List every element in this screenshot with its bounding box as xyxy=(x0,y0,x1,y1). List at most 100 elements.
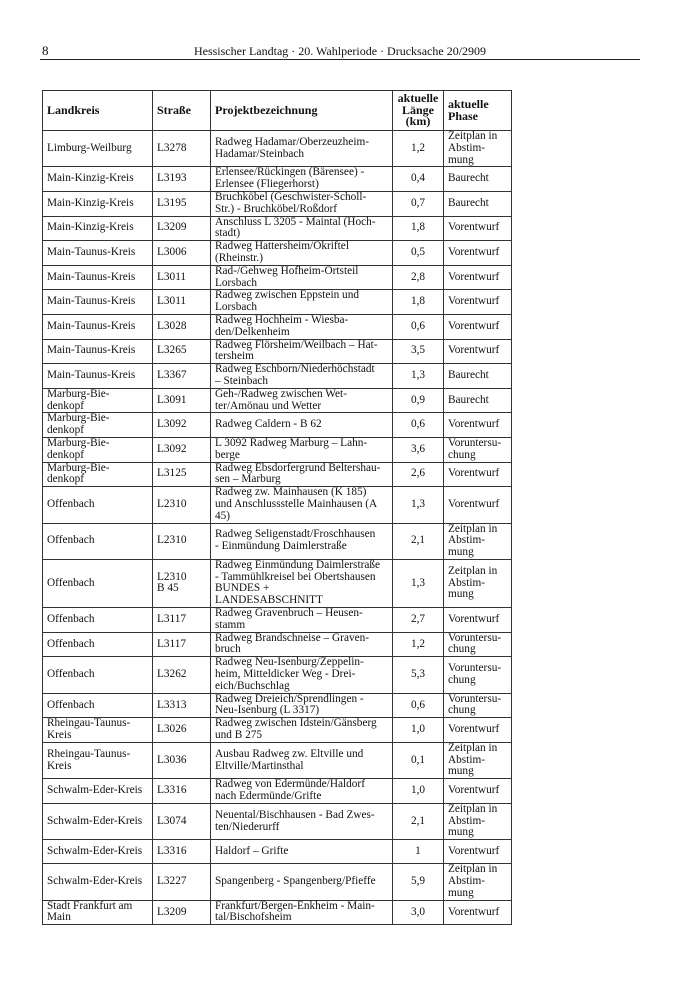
table-cell: Schwalm-Eder-Kreis xyxy=(42,778,153,804)
table-cell: Voruntersu- chung xyxy=(443,692,512,719)
table-cell: Offenbach xyxy=(42,607,153,633)
table-cell: Radweg Ebsdorfergrund Beltershau- sen – … xyxy=(210,461,393,488)
table-row: Marburg-Bie- denkopf L3092 L 3092 Radweg M… xyxy=(42,436,512,463)
table-cell: Main-Kinzig-Kreis xyxy=(42,166,153,192)
column-header: aktuelle Phase xyxy=(443,90,512,131)
table-cell: 5,3 xyxy=(392,656,444,694)
table-cell: Vorentwurf xyxy=(443,215,512,242)
table-cell: L3265 xyxy=(152,338,211,365)
table-cell: Bruchköbel (Geschwister-Scholl- Str.) - … xyxy=(210,190,393,217)
table-row: Limburg-Weilburg L3278 Radweg Hadamar/Ober… xyxy=(42,129,512,168)
table-cell: 2,1 xyxy=(392,802,444,841)
table-cell: Zeitplan in Abstim- mung xyxy=(443,129,512,168)
table-cell: Radweg Neu-Isenburg/Zeppelin- heim, Mitt… xyxy=(210,656,393,694)
table-cell: 2,7 xyxy=(392,607,444,633)
table-cell: L3262 xyxy=(152,656,211,694)
table-cell: 3,5 xyxy=(392,338,444,365)
table-cell: Neuental/Bischhausen - Bad Zwes- ten/Nie… xyxy=(210,802,393,841)
table-row: Rheingau-Taunus- Kreis L3036 Ausbau Radweg… xyxy=(42,741,512,780)
table-cell: Vorentwurf xyxy=(443,486,512,524)
table-row: Stadt Frankfurt am Main L3209 Frankfurt/Be… xyxy=(42,899,512,926)
table-cell: 0,9 xyxy=(392,387,444,414)
table-cell: L3316 xyxy=(152,778,211,804)
table-cell: Vorentwurf xyxy=(443,717,512,743)
column-header: Projektbezeichnung xyxy=(210,90,393,131)
table-row: Offenbach L2310 Radweg Seligenstadt/Frosch… xyxy=(42,522,512,560)
table-cell: Radweg Gravenbruch – Heusen- stamm xyxy=(210,607,393,633)
table-cell: L3092 xyxy=(152,412,211,438)
table-cell: L3026 xyxy=(152,717,211,743)
table-cell: Frankfurt/Bergen-Enkheim - Main- tal/Bis… xyxy=(210,899,393,926)
table-cell: 0,6 xyxy=(392,692,444,719)
table-row: Schwalm-Eder-Kreis L3316 Radweg von Edermü… xyxy=(42,778,512,804)
table-row: Main-Taunus-Kreis L3367 Radweg Eschborn/Ni… xyxy=(42,363,512,389)
table-cell: Main-Taunus-Kreis xyxy=(42,264,153,291)
table-cell: Vorentwurf xyxy=(443,607,512,633)
table-cell: L3209 xyxy=(152,215,211,242)
table-cell: 3,0 xyxy=(392,899,444,926)
table-cell: 1,8 xyxy=(392,215,444,242)
table-cell: Radweg Hattersheim/Okriftel (Rheinstr.) xyxy=(210,240,393,266)
table-cell: Offenbach xyxy=(42,486,153,524)
table-cell: L3091 xyxy=(152,387,211,414)
table-cell: L3011 xyxy=(152,289,211,315)
table-cell: 1,8 xyxy=(392,289,444,315)
table-cell: 1,2 xyxy=(392,631,444,658)
table-cell: L3092 xyxy=(152,436,211,463)
table-cell: 1,3 xyxy=(392,558,444,609)
table-cell: 1,3 xyxy=(392,486,444,524)
table-cell: Offenbach xyxy=(42,558,153,609)
table-cell: 0,6 xyxy=(392,313,444,340)
table-cell: L3028 xyxy=(152,313,211,340)
table-cell: Radweg Einmündung Daimlerstraße - Tammüh… xyxy=(210,558,393,609)
table-row: Offenbach L3262 Radweg Neu-Isenburg/Zeppel… xyxy=(42,656,512,694)
table-cell: Radweg von Edermünde/Haldorf nach Edermü… xyxy=(210,778,393,804)
table-row: Main-Taunus-Kreis L3011 Radweg zwischen Ep… xyxy=(42,289,512,315)
table-row: Offenbach L3117 Radweg Brandschneise – Gra… xyxy=(42,631,512,658)
table-cell: Main-Taunus-Kreis xyxy=(42,338,153,365)
table-cell: L3117 xyxy=(152,607,211,633)
table-cell: Baurecht xyxy=(443,190,512,217)
table-cell: Offenbach xyxy=(42,631,153,658)
table-cell: Schwalm-Eder-Kreis xyxy=(42,802,153,841)
header-row: Landkreis Straße Projektbezeichnung aktuell… xyxy=(42,90,512,131)
table-cell: Baurecht xyxy=(443,363,512,389)
table-cell: Vorentwurf xyxy=(443,338,512,365)
table-row: Offenbach L3117 Radweg Gravenbruch – Heuse… xyxy=(42,607,512,633)
table-cell: 0,4 xyxy=(392,166,444,192)
table-cell: L3278 xyxy=(152,129,211,168)
header-rule xyxy=(40,59,640,60)
table-cell: Marburg-Bie- denkopf xyxy=(42,436,153,463)
table-cell: Geh-/Radweg zwischen Wet- ter/Amönau und… xyxy=(210,387,393,414)
page-number: 8 xyxy=(42,43,49,58)
table-cell: Vorentwurf xyxy=(443,313,512,340)
table-row: Schwalm-Eder-Kreis L3227 Spangenberg - Spa… xyxy=(42,863,512,901)
table-row: Schwalm-Eder-Kreis L3316 Haldorf – Grifte 1… xyxy=(42,839,512,865)
table-cell: L2310 xyxy=(152,522,211,560)
table-row: Rheingau-Taunus- Kreis L3026 Radweg zwisch… xyxy=(42,717,512,743)
table-cell: L2310 B 45 xyxy=(152,558,211,609)
table-cell: Rheingau-Taunus- Kreis xyxy=(42,717,153,743)
table-cell: L3011 xyxy=(152,264,211,291)
table-cell: Vorentwurf xyxy=(443,839,512,865)
table-cell: 0,6 xyxy=(392,412,444,438)
table-cell: 0,5 xyxy=(392,240,444,266)
table-cell: Main-Taunus-Kreis xyxy=(42,240,153,266)
table-row: Main-Kinzig-Kreis L3209 Anschluss L 3205 -… xyxy=(42,215,512,242)
table-cell: 0,1 xyxy=(392,741,444,780)
table-cell: Voruntersu- chung xyxy=(443,436,512,463)
table-cell: Limburg-Weilburg xyxy=(42,129,153,168)
table-row: Offenbach L3313 Radweg Dreieich/Sprendling… xyxy=(42,692,512,719)
table-cell: 3,6 xyxy=(392,436,444,463)
table-cell: Main-Taunus-Kreis xyxy=(42,289,153,315)
running-header: Hessischer Landtag · 20. Wahlperiode · D… xyxy=(193,44,487,58)
table-cell: Offenbach xyxy=(42,692,153,719)
table-cell: Marburg-Bie- denkopf xyxy=(42,461,153,488)
table-cell: L3227 xyxy=(152,863,211,901)
table-row: Main-Kinzig-Kreis L3193 Erlensee/Rückingen… xyxy=(42,166,512,192)
table-row: Main-Taunus-Kreis L3265 Radweg Flörsheim/W… xyxy=(42,338,512,365)
table-cell: Main-Kinzig-Kreis xyxy=(42,190,153,217)
table-cell: 2,8 xyxy=(392,264,444,291)
table-cell: Radweg Seligenstadt/Froschhausen - Einmü… xyxy=(210,522,393,560)
